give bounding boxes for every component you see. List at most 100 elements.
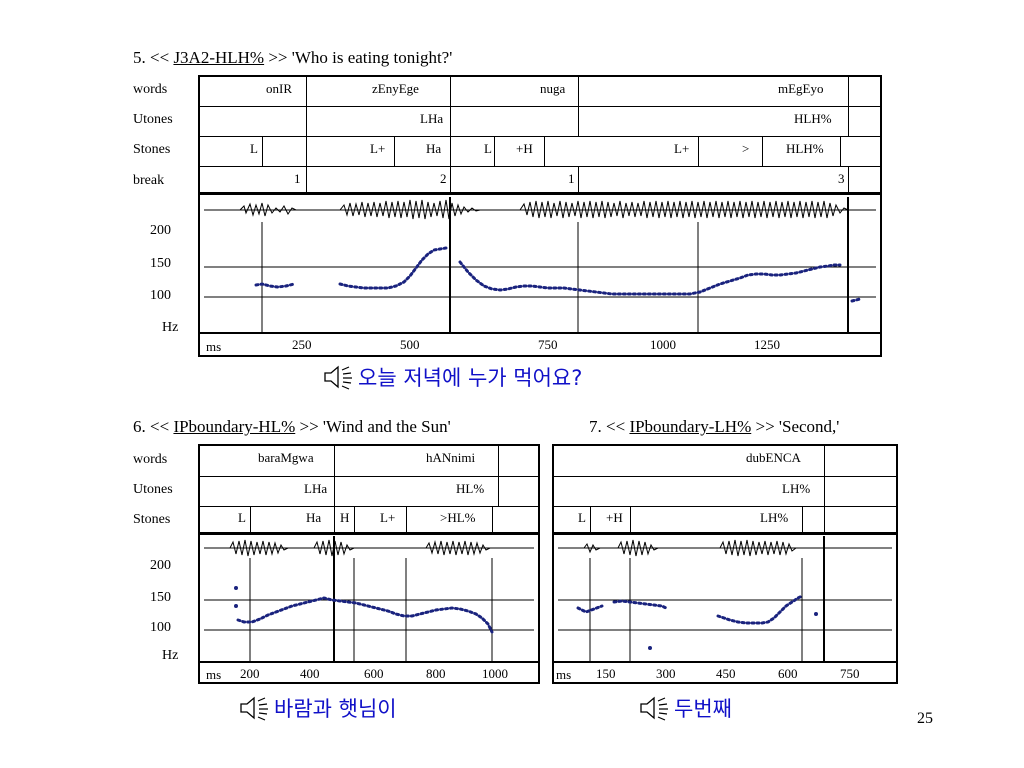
fig7-stone: +H [606, 510, 623, 525]
speaker-icon [640, 696, 668, 721]
fig5-waveform [239, 199, 849, 220]
fig5-stone: L+ [674, 141, 690, 156]
fig6-x-tick: 200 [240, 666, 260, 681]
fig6-boundary [406, 507, 407, 535]
fig6-waveform [229, 539, 491, 557]
fig6-boundary [250, 507, 251, 535]
figure-7-title: 7. << IPboundary-LH% >> 'Second,' [589, 417, 840, 436]
fig5-stone: Ha [426, 141, 442, 156]
fig5-boundary [394, 137, 395, 167]
fig5-stones-tier [200, 137, 880, 167]
row-label-words: words [133, 82, 168, 97]
fig5-boundary [698, 137, 699, 167]
fig6-audio-label: 바람과 햇님이 [274, 697, 397, 721]
fig7-boundary [802, 507, 803, 535]
fig7-boundary [630, 507, 631, 535]
fig6-x-unit: ms [206, 667, 222, 682]
fig6-panel: baraMgwa hANnimi LHa HL% L Ha H L+ >HL% … [198, 444, 540, 684]
fig6-stone: H [340, 510, 350, 525]
row-label-stones: Stones [133, 142, 171, 157]
fig5-break-index: 2 [440, 171, 447, 186]
fig5-break-index: 1 [568, 171, 575, 186]
fig5-utone: LHa [420, 111, 444, 126]
fig7-waveform-and-pitch [554, 536, 896, 663]
fig7-waveform [583, 539, 797, 557]
fig5-word: zEnyEge [372, 81, 419, 96]
fig5-boundary [450, 167, 451, 195]
fig5-panel: onIR zEnyEge nuga mEgEyo LHa HLH% L L+ H… [198, 75, 882, 357]
fig5-x-tick: 750 [538, 337, 558, 352]
fig7-x-tick: 150 [596, 666, 616, 681]
fig5-x-tick: 1250 [754, 337, 780, 352]
speaker-icon [324, 365, 352, 390]
fig6-stones-tier [200, 507, 538, 535]
fig5-boundary [450, 107, 451, 137]
fig5-boundary [762, 137, 763, 167]
fig6-boundary [498, 446, 499, 477]
fig5-boundary [578, 107, 579, 137]
fig5-boundary [450, 77, 451, 107]
fig6-word: hANnimi [426, 450, 476, 465]
fig5-word: onIR [266, 81, 292, 96]
fig6-waveform-and-pitch [200, 536, 538, 663]
fig6-word: baraMgwa [258, 450, 314, 465]
fig7-boundary [824, 507, 825, 535]
fig5-stone: L [484, 141, 492, 156]
fig5-boundary [306, 167, 307, 195]
fig6-pitch-point [234, 604, 238, 608]
fig5-boundary [262, 137, 263, 167]
fig7-audio-label: 두번째 [674, 697, 732, 721]
fig7-pitch-track [576, 594, 804, 625]
fig5-boundary [494, 137, 495, 167]
fig5-waveform-and-pitch [200, 197, 880, 334]
fig5-boundary [306, 77, 307, 107]
fig6-words-tier [200, 446, 538, 477]
figure-7-label-name: IPboundary-LH% [629, 417, 752, 436]
fig7-boundary [824, 477, 825, 507]
fig7-audio-clip[interactable]: 두번째 [638, 693, 732, 723]
fig5-stone: L+ [370, 141, 386, 156]
fig5-break-tier [200, 167, 880, 195]
fig5-stone: +H [516, 141, 533, 156]
fig6-audio-clip[interactable]: 바람과 햇님이 [238, 693, 397, 723]
fig6-stone: L+ [380, 510, 396, 525]
fig7-x-unit: ms [556, 667, 572, 682]
fig5-word: mEgEyo [778, 81, 824, 96]
fig7-word: dubENCA [746, 450, 801, 465]
page-number: 25 [917, 710, 933, 727]
row-label-utones: Utones [133, 482, 173, 497]
y-tick-150: 150 [150, 256, 171, 271]
fig6-boundary [498, 477, 499, 507]
fig7-panel: dubENCA LH% L +H LH% ms 150 300 450 600 … [552, 444, 898, 684]
y-tick-100: 100 [150, 288, 171, 303]
row-label-hz: Hz [162, 648, 179, 663]
fig5-break-index: 3 [838, 171, 845, 186]
fig5-pitch-track [254, 246, 862, 303]
fig6-boundary [492, 507, 493, 535]
fig6-utones-tier [200, 477, 538, 507]
fig6-utone: HL% [456, 481, 485, 496]
row-label-break: break [133, 173, 165, 188]
fig7-words-tier [554, 446, 896, 477]
fig5-boundary [848, 77, 849, 107]
fig5-x-unit: ms [206, 339, 222, 354]
fig5-boundary [306, 107, 307, 137]
fig7-boundary [590, 507, 591, 535]
fig7-pitch-point [814, 612, 818, 616]
fig5-boundary [848, 107, 849, 137]
fig7-stone: L [578, 510, 586, 525]
fig5-utones-tier [200, 107, 880, 137]
fig5-boundary [544, 137, 545, 167]
fig5-x-tick: 500 [400, 337, 420, 352]
y-tick-150: 150 [150, 590, 171, 605]
figure-5-title: 5. << J3A2-HLH% >> 'Who is eating tonigh… [133, 48, 453, 67]
fig5-boundary [306, 137, 307, 167]
fig7-utones-tier [554, 477, 896, 507]
fig6-utone: LHa [304, 481, 328, 496]
fig6-boundary [334, 477, 335, 507]
fig6-stone: L [238, 510, 246, 525]
fig5-x-tick: 1000 [650, 337, 676, 352]
fig7-x-tick: 300 [656, 666, 676, 681]
fig6-x-tick: 1000 [482, 666, 508, 681]
fig5-audio-clip[interactable]: 오늘 저녁에 누가 먹어요? [322, 362, 582, 392]
